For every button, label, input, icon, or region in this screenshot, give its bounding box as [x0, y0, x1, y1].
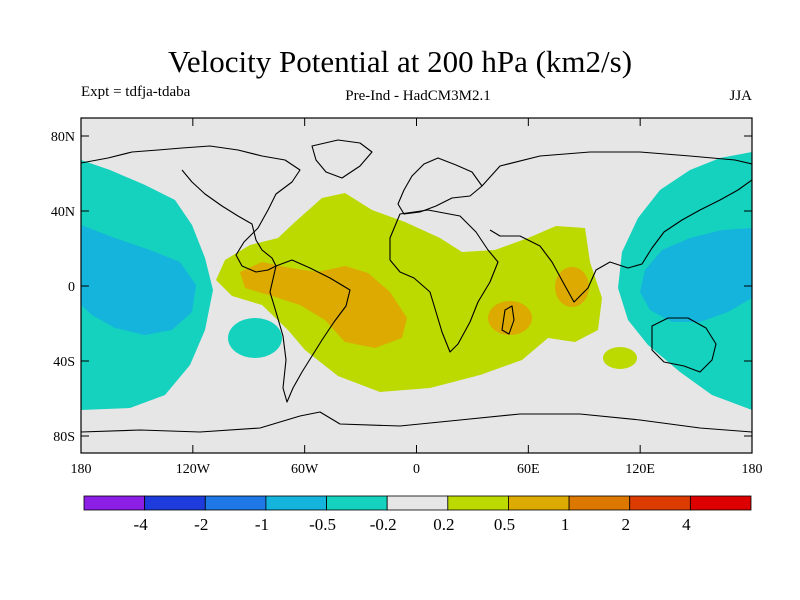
coastline-africa — [389, 209, 499, 353]
lon-label: 120W — [176, 462, 211, 477]
coastline-madagascar — [501, 305, 515, 335]
colorbar-label: -0.2 — [370, 515, 397, 534]
colorbar-label: 0.2 — [433, 515, 454, 534]
longitude-axis: 180 120W 60W 0 60E 120E 180 — [71, 118, 763, 477]
colorbar-label: 2 — [621, 515, 630, 534]
colorbar-swatch — [265, 495, 327, 511]
colorbar-swatch — [326, 495, 388, 511]
colorbar-swatch — [447, 495, 509, 511]
coastline-asia — [481, 151, 752, 303]
colorbar-swatch — [83, 495, 146, 511]
contour-fields — [81, 139, 752, 433]
colorbar-label: -2 — [194, 515, 208, 534]
colorbar-label: 1 — [561, 515, 570, 534]
lon-label: 180 — [71, 462, 92, 477]
lon-label: 0 — [413, 462, 420, 477]
lat-label: 80S — [53, 430, 75, 445]
lon-label: 120E — [625, 462, 655, 477]
lat-label: 40S — [53, 355, 75, 370]
coastline-north-america — [81, 145, 301, 273]
colorbar-swatch — [508, 495, 570, 511]
colorbar-swatch — [629, 495, 691, 511]
colorbar-label: 0.5 — [494, 515, 515, 534]
colorbar-swatch — [568, 495, 631, 511]
colorbar-label: -4 — [134, 515, 149, 534]
atlantic-africa-lime-region — [216, 193, 602, 392]
south-indian-lime-blob — [603, 347, 637, 369]
west-pacific-cyan-region — [640, 228, 752, 322]
lat-label: 0 — [68, 280, 75, 295]
colorbar-swatch — [144, 495, 206, 511]
south-america-orange-region — [240, 262, 407, 348]
experiment-label: Expt = tdfja-tdaba — [81, 84, 191, 100]
coastlines — [81, 139, 752, 433]
madagascar-orange-region — [488, 301, 532, 335]
plot-subtitle: Pre-Ind - HadCM3M2.1 — [345, 88, 491, 104]
plot-title: Velocity Potential at 200 hPa (km2/s) — [167, 44, 633, 79]
india-orange-region — [555, 267, 589, 307]
coastline-australia — [651, 317, 717, 373]
colorbar-swatch — [386, 495, 449, 511]
season-label: JJA — [729, 88, 752, 104]
lat-label: 80N — [51, 130, 75, 145]
colorbar-swatch — [204, 495, 267, 511]
coastline-antarctica — [81, 411, 752, 433]
lon-label: 180 — [742, 462, 763, 477]
colorbar-label: 4 — [682, 515, 691, 534]
colorbar-label: -1 — [255, 515, 269, 534]
colorbar-label: -0.5 — [309, 515, 336, 534]
east-pacific-cyan-region — [81, 225, 196, 335]
colorbar: -4 -2 -1 -0.5 -0.2 0.2 0.5 1 2 4 — [83, 495, 752, 534]
south-pacific-teal-blob — [228, 318, 282, 358]
coastline-greenland — [311, 139, 373, 179]
coastline-south-america — [269, 259, 351, 403]
lat-label: 40N — [51, 205, 75, 220]
lon-label: 60E — [517, 462, 540, 477]
lon-label: 60W — [291, 462, 319, 477]
colorbar-swatch — [689, 495, 752, 511]
latitude-axis: 80N 40N 0 40S 80S — [51, 130, 752, 445]
